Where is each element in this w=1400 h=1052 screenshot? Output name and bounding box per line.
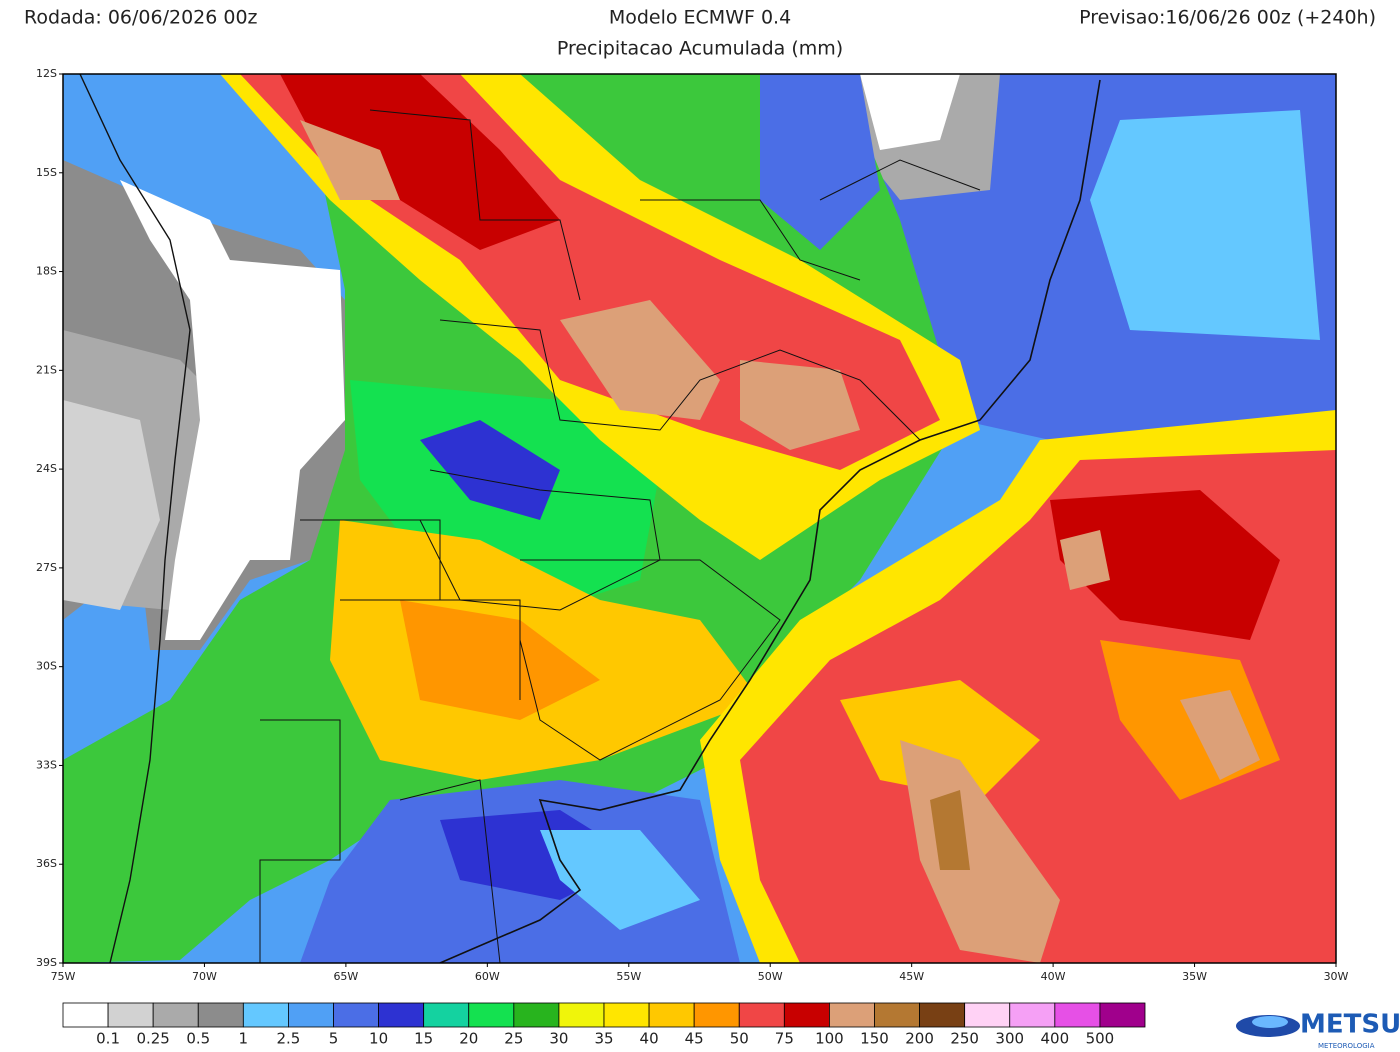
legend-swatch (288, 1002, 334, 1028)
lat-label: 24S (36, 462, 57, 475)
lat-label: 39S (36, 956, 57, 969)
legend-swatch (107, 1002, 154, 1028)
legend-swatch (468, 1002, 515, 1028)
logo: METSUL METEOROLOGIA (1236, 1010, 1400, 1050)
legend-label: 0.5 (186, 1030, 210, 1048)
legend-label: 20 (459, 1030, 478, 1048)
legend-label: 50 (730, 1030, 749, 1048)
legend-label: 500 (1086, 1030, 1115, 1048)
legend-label: 75 (775, 1030, 794, 1048)
lon-label: 75W (51, 970, 76, 983)
legend-swatch (919, 1002, 966, 1028)
legend-label: 25 (504, 1030, 523, 1048)
legend-swatch (333, 1002, 379, 1028)
logo-highlight (1252, 1016, 1288, 1028)
lat-label: 12S (36, 67, 57, 80)
legend-label: 0.25 (136, 1030, 169, 1048)
lon-label: 65W (333, 970, 358, 983)
legend-swatch (603, 1002, 650, 1028)
legend-label: 15 (414, 1030, 433, 1048)
legend-label: 100 (815, 1030, 844, 1048)
legend-label: 0.1 (96, 1030, 120, 1048)
legend-swatch (558, 1002, 605, 1028)
legend-label: 40 (640, 1030, 659, 1048)
legend-swatch (648, 1002, 695, 1028)
lat-label: 36S (36, 857, 57, 870)
lon-label: 30W (1324, 970, 1349, 983)
run-label: Rodada: 06/06/2026 00z (24, 7, 258, 29)
legend-swatch (693, 1002, 740, 1028)
color-legend: 0.1 0.25 0.5 1 2.5 5 10 15 20 25 30 35 40 45 50 75 100 15… (62, 1002, 1146, 1048)
lon-label: 70W (192, 970, 217, 983)
lat-label: 15S (36, 166, 57, 179)
lon-label: 60W (475, 970, 500, 983)
forecast-label: Previsao:16/06/26 00z (+240h) (1079, 7, 1376, 29)
lat-label: 21S (36, 363, 57, 376)
legend-swatch (152, 1002, 199, 1028)
legend-label: 2.5 (276, 1030, 300, 1048)
legend-label: 35 (594, 1030, 613, 1048)
legend-swatch (62, 1002, 109, 1028)
lon-label: 45W (899, 970, 924, 983)
legend-swatch (1009, 1002, 1056, 1028)
legend-swatch (197, 1002, 244, 1028)
legend-label: 150 (860, 1030, 889, 1048)
logo-name: METSUL (1300, 1010, 1400, 1040)
lon-label: 50W (758, 970, 783, 983)
map-frame (62, 73, 1337, 964)
lon-label: 35W (1182, 970, 1207, 983)
lat-label: 33S (36, 758, 57, 771)
legend-label: 5 (329, 1030, 339, 1048)
legend-swatch (423, 1002, 470, 1028)
legend-swatch (874, 1002, 920, 1028)
legend-label: 30 (549, 1030, 568, 1048)
legend-label: 45 (685, 1030, 704, 1048)
legend-swatch (513, 1002, 560, 1028)
logo-tagline: METEOROLOGIA (1318, 1042, 1375, 1050)
lat-label: 30S (36, 660, 57, 673)
legend-label: 1 (239, 1030, 249, 1048)
legend-swatch (1054, 1002, 1101, 1028)
subtitle: Precipitacao Acumulada (mm) (557, 38, 843, 60)
legend-swatch (1099, 1002, 1146, 1028)
lat-label: 27S (36, 561, 57, 574)
legend-label: 10 (369, 1030, 388, 1048)
legend-label: 250 (950, 1030, 979, 1048)
legend-label: 300 (995, 1030, 1024, 1048)
lon-label: 40W (1041, 970, 1066, 983)
lon-label: 55W (616, 970, 641, 983)
legend-swatch (242, 1002, 289, 1028)
legend-swatch (783, 1002, 830, 1028)
legend-swatch (738, 1002, 785, 1028)
legend-label: 400 (1041, 1030, 1070, 1048)
legend-label: 200 (905, 1030, 934, 1048)
precip-field (63, 74, 1336, 963)
lat-label: 18S (36, 265, 57, 278)
legend-swatch (829, 1002, 875, 1028)
model-label: Modelo ECMWF 0.4 (609, 7, 791, 29)
legend-swatch (964, 1002, 1011, 1028)
legend-swatch (378, 1002, 425, 1028)
